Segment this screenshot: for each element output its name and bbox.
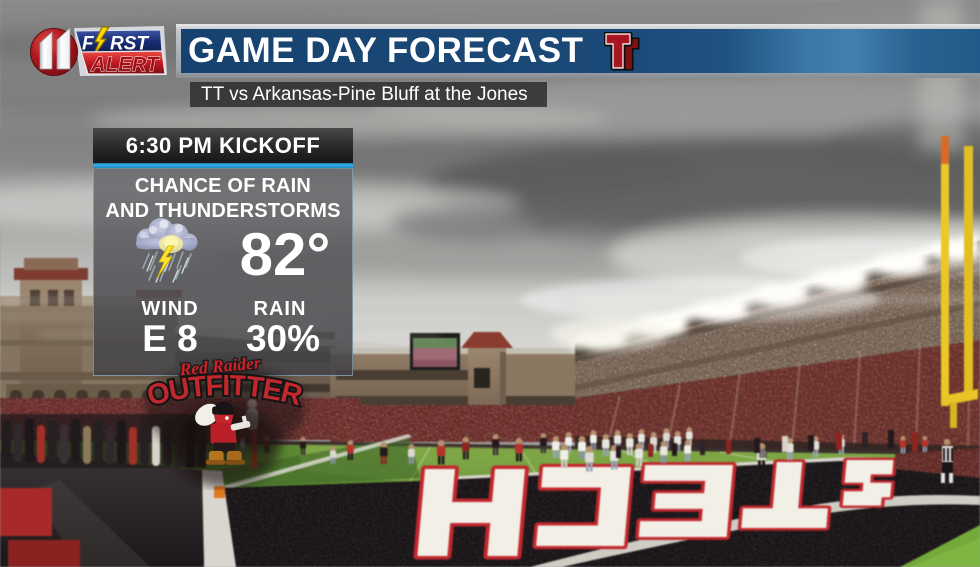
- svg-text:F: F: [82, 34, 95, 55]
- svg-text:RST: RST: [110, 34, 149, 55]
- svg-text:ALERT: ALERT: [90, 54, 160, 76]
